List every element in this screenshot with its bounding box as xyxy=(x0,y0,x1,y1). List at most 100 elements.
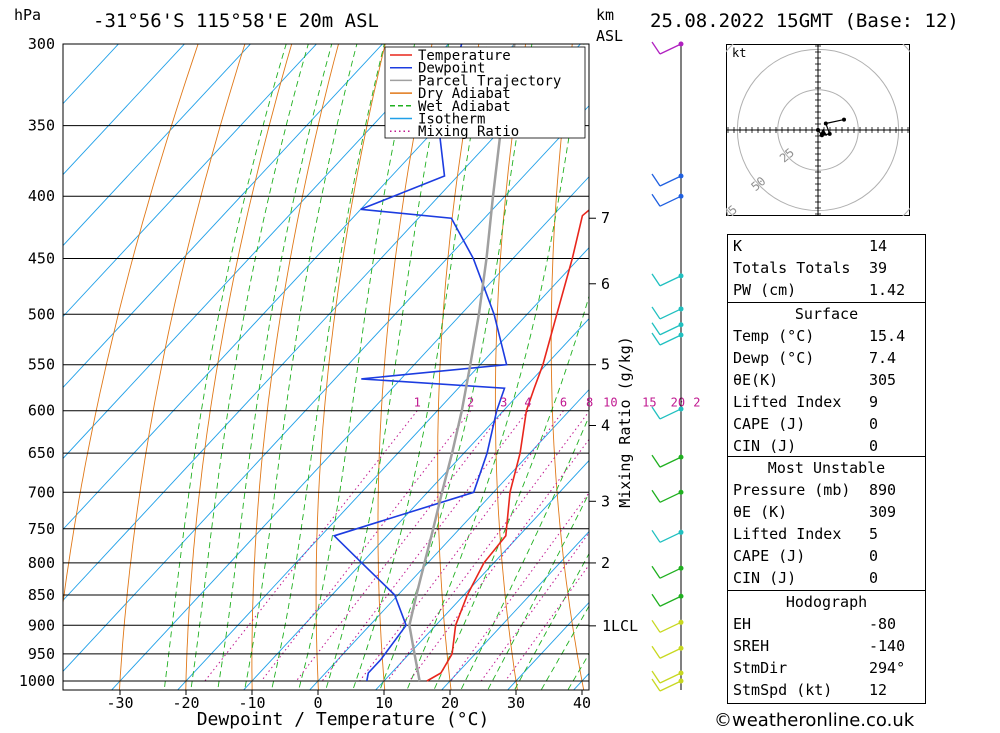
wet-adiabat-line xyxy=(163,44,287,690)
wind-barb-flag xyxy=(651,565,661,579)
wet-adiabat-line xyxy=(406,44,585,690)
wet-adiabat-line xyxy=(325,44,450,690)
index-value: 7.4 xyxy=(869,349,897,367)
pressure-tick-label: 1000 xyxy=(19,672,55,690)
legend-label: Parcel Trajectory xyxy=(418,73,561,89)
mixing-ratio-line xyxy=(359,410,564,682)
hodograph-unit-label: kt xyxy=(732,46,746,60)
hodograph-point xyxy=(823,121,828,126)
copyright-link[interactable]: ©weatheronline.co.uk xyxy=(714,710,915,731)
wind-barb-flag xyxy=(651,406,661,420)
index-row: CAPE (J) 0 xyxy=(728,545,925,567)
wet-adiabat-line xyxy=(433,294,589,690)
dry-adiabat-line xyxy=(315,44,386,690)
wind-barb-staff xyxy=(659,275,682,287)
index-label: CIN (J) xyxy=(733,437,797,455)
index-label: Lifted Index xyxy=(733,393,842,411)
wind-barb-staff xyxy=(659,567,682,579)
legend-box xyxy=(384,46,586,139)
wind-barb-flag xyxy=(651,193,661,207)
pressure-tick-label: 700 xyxy=(28,483,55,501)
index-value: 0 xyxy=(869,415,879,433)
index-row: θE(K) 305 xyxy=(728,369,925,391)
isotherm-line xyxy=(63,44,318,318)
wind-barb-flag xyxy=(651,332,661,346)
pressure-tick-label: 400 xyxy=(28,187,55,205)
wind-barb-staff xyxy=(659,680,682,692)
wind-barb-flag xyxy=(651,593,661,607)
isotherm-line xyxy=(243,317,589,690)
index-row: CIN (J) 0 xyxy=(728,435,925,457)
storm-motion-marker xyxy=(819,128,828,136)
mixing-ratio-label: 1 xyxy=(414,396,421,410)
index-label: StmDir xyxy=(733,659,788,677)
pressure-tick-label: 500 xyxy=(28,305,55,323)
legend-label: Isotherm xyxy=(418,112,485,128)
index-row: Lifted Index 5 xyxy=(728,523,925,545)
mixing-ratio-line xyxy=(504,564,589,682)
index-value: 39 xyxy=(869,259,888,277)
wind-barb-staff xyxy=(659,308,682,320)
index-label: PW (cm) xyxy=(733,281,797,299)
wind-barb-staff xyxy=(659,491,682,503)
background-lines xyxy=(63,8,700,707)
index-row: Totals Totals 39 xyxy=(728,257,925,279)
index-label: SREH xyxy=(733,637,770,655)
isotherm-line xyxy=(309,388,589,690)
isotherm-line xyxy=(63,44,120,105)
index-row: CAPE (J) 0 xyxy=(728,413,925,435)
isotherm-line xyxy=(624,8,700,707)
wind-barb-flag xyxy=(651,41,661,55)
pressure-tick-label: 950 xyxy=(28,645,55,663)
isotherm-line xyxy=(63,44,186,176)
surface-panel: Surface Temp (°C) 15.4 Dewp (°C) 7.4 θE(K) 30… xyxy=(727,302,926,457)
index-row: CIN (J) 0 xyxy=(728,567,925,589)
dry-adiabat-line xyxy=(377,44,433,690)
wet-adiabat-line xyxy=(190,44,309,690)
wind-barb-staff xyxy=(659,621,682,633)
index-label: Dewp (°C) xyxy=(733,349,815,367)
index-value: 890 xyxy=(869,481,897,499)
isotherm-line xyxy=(63,44,384,389)
pressure-tick-label: 300 xyxy=(28,35,55,53)
wind-barb-flag xyxy=(651,670,661,684)
basic-indices-panel: K 14 Totals Totals 39 PW (cm) 1.42 xyxy=(727,234,926,303)
dry-adiabat-line xyxy=(550,44,585,690)
isotherm-line xyxy=(441,530,589,690)
wind-barb-staff xyxy=(659,531,682,543)
mixing-ratio-label: 20 xyxy=(671,396,685,410)
height-unit-km: km xyxy=(596,6,615,24)
isotherm-line xyxy=(690,8,700,707)
wind-barb-flag xyxy=(651,273,661,287)
pressure-tick-label: 600 xyxy=(28,402,55,420)
wind-barbs xyxy=(651,41,684,692)
isotherm-line xyxy=(63,44,252,247)
wind-barb-flag xyxy=(651,306,661,320)
legend-label: Dry Adiabat xyxy=(418,86,511,102)
index-value: 0 xyxy=(869,569,879,587)
dry-adiabat-line xyxy=(437,44,480,690)
mixing-ratio-label: 8 xyxy=(586,396,593,410)
index-value: 15.4 xyxy=(869,327,906,345)
mixing-ratio-label: 4 xyxy=(524,396,531,410)
parcel-trajectory-line xyxy=(408,44,516,682)
mixing-ratio-line xyxy=(261,410,471,682)
index-value: -140 xyxy=(869,637,906,655)
index-value: 309 xyxy=(869,503,897,521)
pressure-tick-label: 900 xyxy=(28,616,55,634)
location-title: -31°56'S 115°58'E 20m ASL xyxy=(93,10,379,32)
dry-adiabat-line xyxy=(251,44,339,690)
index-row: StmSpd (kt) 12 xyxy=(728,679,925,701)
datetime-title: 25.08.2022 15GMT (Base: 12) xyxy=(650,10,959,32)
mixing-ratio-label: 3 xyxy=(500,396,507,410)
hodograph-point xyxy=(827,131,832,136)
wind-barb-staff xyxy=(659,43,682,55)
mixing-ratio-line xyxy=(386,410,589,682)
mixing-ratio-label: 15 xyxy=(642,396,656,410)
mixing-ratio-labels: 1 2 3 4 6 8 10 15 20 25 xyxy=(414,396,700,410)
index-row: K 14 xyxy=(728,235,925,257)
wind-barb-staff xyxy=(659,175,682,187)
wet-adiabat-line xyxy=(217,44,333,690)
wind-barb-flag xyxy=(651,322,661,336)
isotherm-line xyxy=(177,247,589,690)
